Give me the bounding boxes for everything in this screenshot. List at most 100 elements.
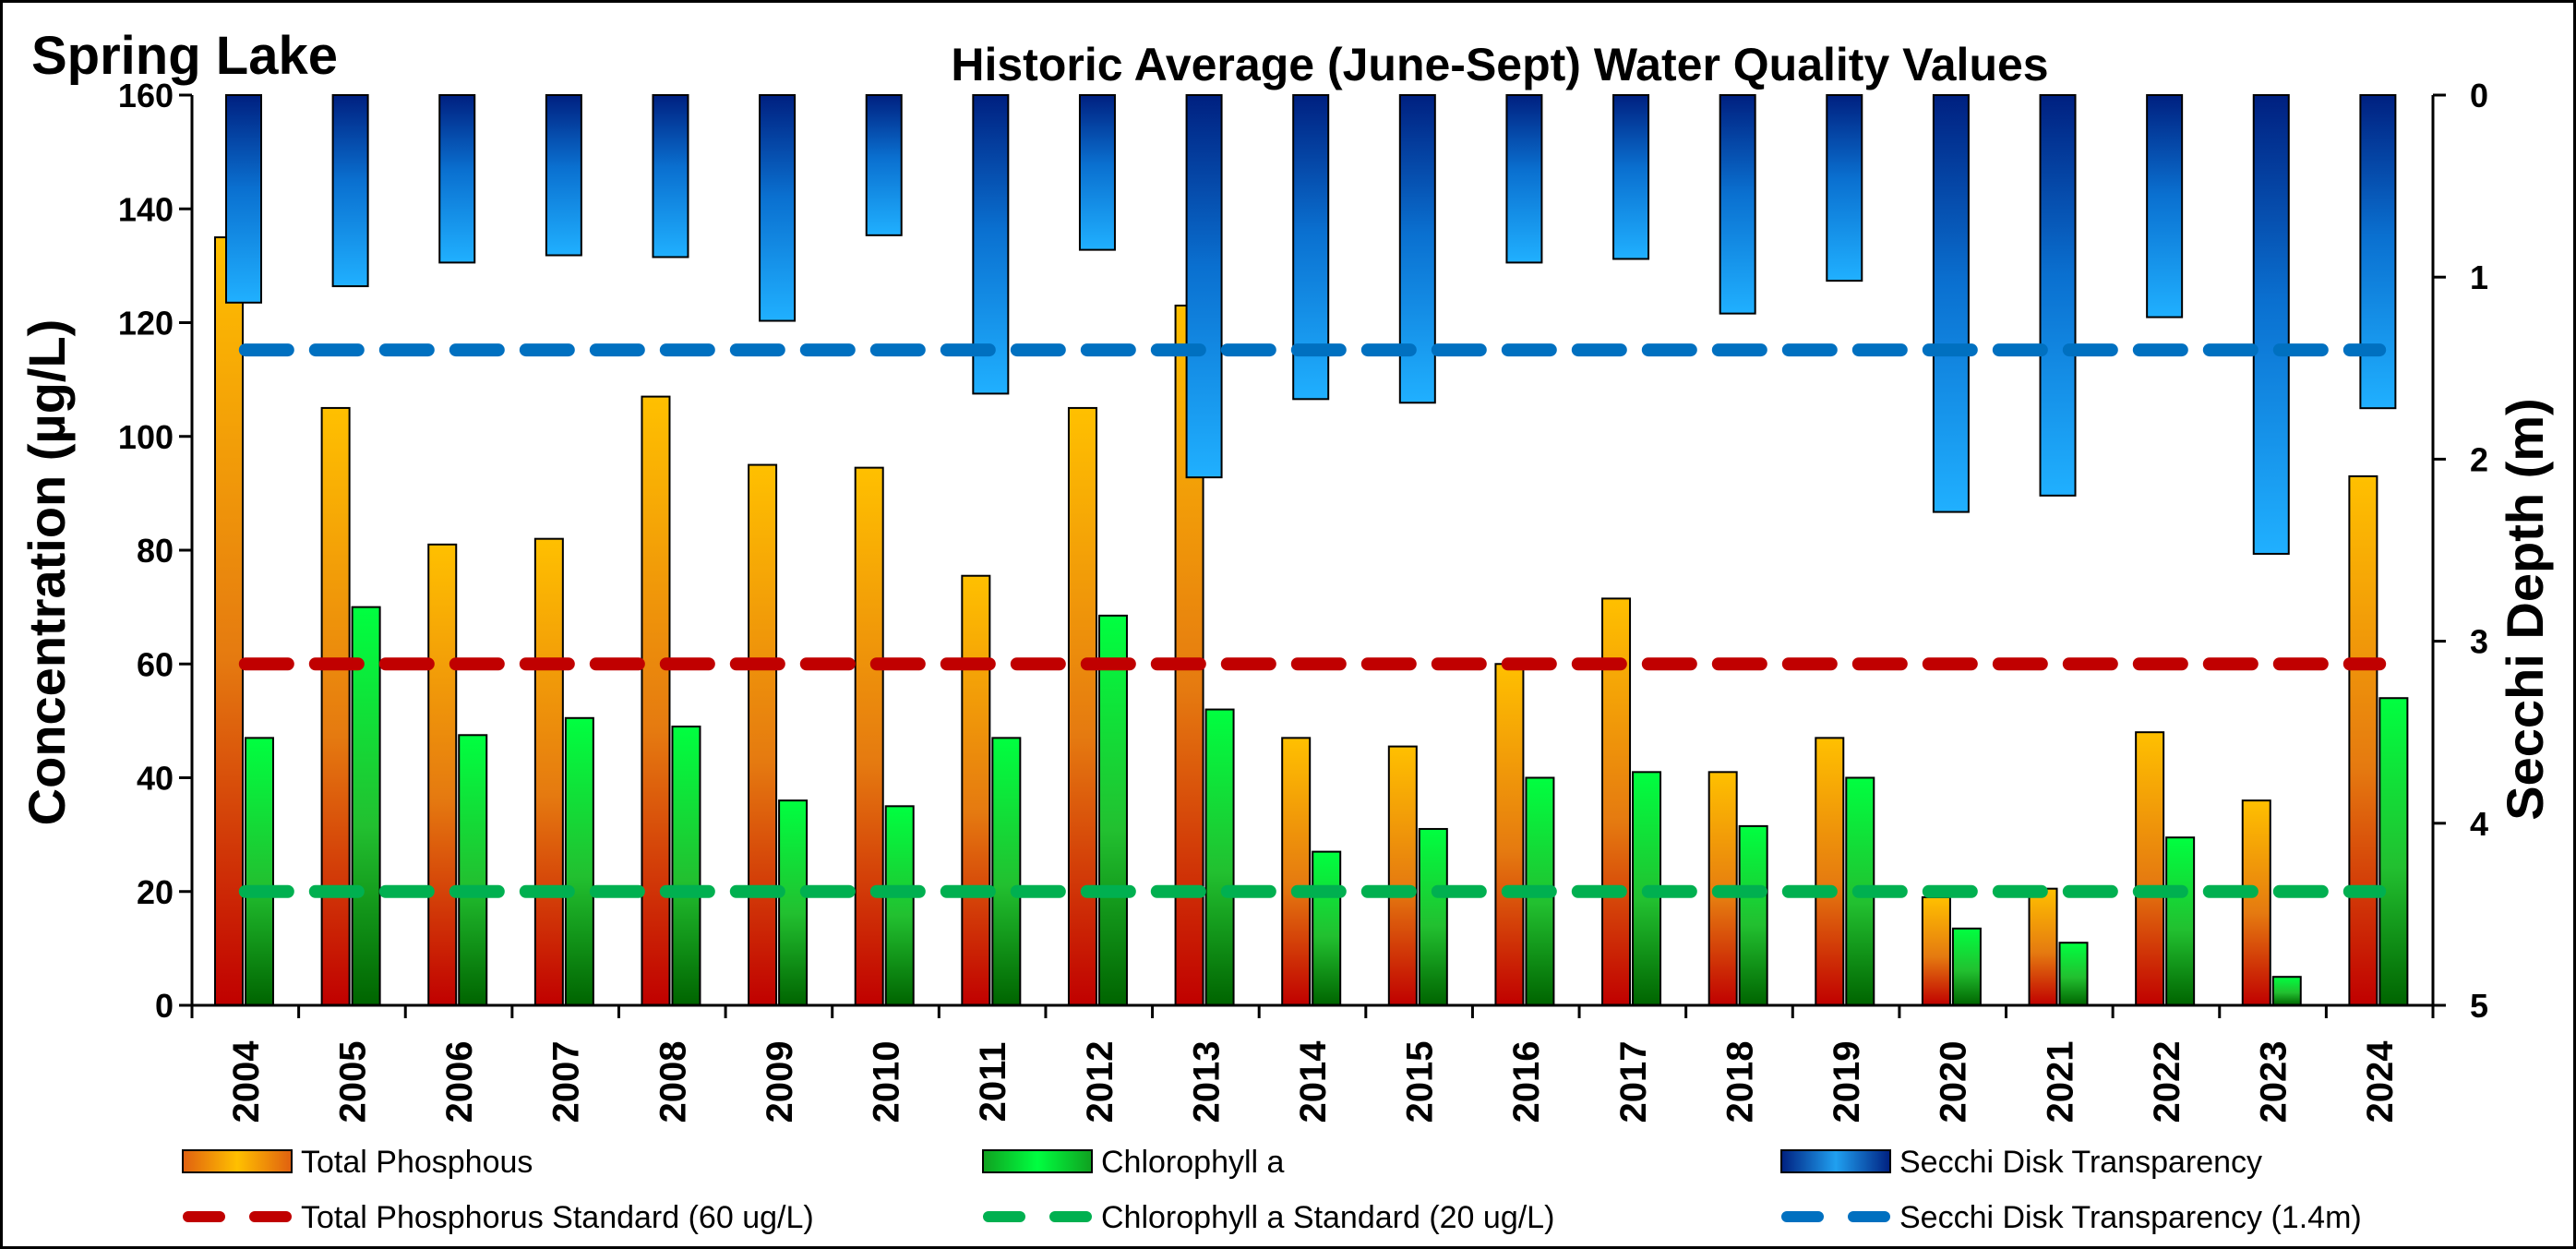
x-tick-label: 2010 (867, 1041, 907, 1123)
x-tick-label: 2022 (2147, 1041, 2187, 1123)
legend-label: Secchi Disk Transparency (1.4m) (1899, 1200, 2362, 1235)
bar-secchi-depth (1719, 94, 1756, 315)
x-tick-label: 2004 (226, 1040, 267, 1123)
y2-tick-label: 1 (2470, 258, 2488, 296)
bar-chlorophyll-a (1097, 614, 1128, 1007)
bar-chlorophyll-a (245, 737, 274, 1006)
y-tick-label: 160 (118, 77, 174, 114)
bar-secchi-depth (759, 94, 797, 322)
legend-label: Total Phosphorus Standard (60 ug/L) (301, 1200, 814, 1235)
bar-total-phosphorus (2028, 887, 2058, 1007)
bar-chlorophyll-a (1204, 708, 1235, 1006)
bar-secchi-depth (225, 94, 262, 304)
bar-secchi-depth (438, 94, 476, 264)
bar-total-phosphorus (1921, 895, 1951, 1006)
x-tick-label: 2008 (653, 1041, 693, 1123)
bar-total-phosphorus (2348, 474, 2378, 1006)
bar-total-phosphorus (533, 537, 564, 1006)
y-tick-label: 40 (137, 760, 174, 798)
x-tick-label: 2015 (1400, 1041, 1441, 1123)
y-tick-label: 60 (137, 645, 174, 683)
lake-name: Spring Lake (31, 26, 338, 86)
bar-secchi-depth (2252, 94, 2290, 555)
bar-chlorophyll-a (2378, 697, 2409, 1006)
bar-secchi-depth (865, 94, 903, 236)
y2-axis-label: Secchi Depth (m) (2496, 398, 2554, 820)
x-tick-label: 2017 (1613, 1041, 1654, 1123)
x-tick-label: 2023 (2254, 1041, 2294, 1123)
bar-chlorophyll-a (778, 799, 809, 1007)
chart-title: Historic Average (June-Sept) Water Quali… (951, 39, 2048, 90)
bar-secchi-depth (2146, 94, 2184, 318)
bar-total-phosphorus (748, 463, 778, 1006)
x-tick-label: 2006 (439, 1041, 480, 1123)
x-tick-label: 2013 (1186, 1041, 1227, 1123)
x-tick-label: 2018 (1719, 1041, 1760, 1123)
y-tick-label: 140 (118, 190, 174, 228)
x-tick-label: 2007 (546, 1041, 587, 1123)
legend-label: Chlorophyll a Standard (20 ug/L) (1101, 1200, 1554, 1235)
legend-swatch-secchi (1780, 1149, 1891, 1173)
y-tick-label: 100 (118, 418, 174, 456)
bar-total-phosphorus (2241, 799, 2271, 1007)
bar-total-phosphorus (1387, 745, 1418, 1006)
legend-label: Chlorophyll a (1101, 1145, 1285, 1180)
bar-chlorophyll-a (2271, 976, 2302, 1006)
y-tick-label: 20 (137, 873, 174, 911)
bar-total-phosphorus (1494, 663, 1525, 1006)
bar-total-phosphorus (1281, 737, 1312, 1006)
x-tick-label: 2020 (1934, 1041, 1974, 1123)
bar-marks (214, 94, 2409, 1007)
bar-chlorophyll-a (1951, 927, 1982, 1007)
y2-tick-label: 5 (2470, 987, 2488, 1025)
bar-chlorophyll-a (671, 726, 701, 1006)
bar-secchi-depth (1505, 94, 1543, 264)
bar-secchi-depth (331, 94, 369, 288)
x-tick-label: 2024 (2360, 1040, 2401, 1123)
y2-tick-label: 4 (2470, 805, 2488, 843)
bar-secchi-depth (2359, 94, 2397, 410)
legend-swatch-total-phosphorus (182, 1149, 293, 1173)
bar-total-phosphorus (961, 574, 991, 1006)
legend: Total Phosphous Chlorophyll a Secchi Disk … (182, 1145, 2362, 1235)
x-tick-label: 2019 (1827, 1041, 1867, 1123)
bar-total-phosphorus (854, 466, 884, 1006)
reference-lines (238, 343, 2387, 898)
bar-chlorophyll-a (1738, 824, 1768, 1006)
bar-secchi-depth (1932, 94, 1970, 513)
x-tick-label: 2005 (332, 1041, 373, 1123)
y2-tick-label: 2 (2470, 440, 2488, 478)
legend-label: Total Phosphous (301, 1145, 533, 1180)
x-tick-label: 2012 (1080, 1041, 1120, 1123)
bar-chlorophyll-a (1312, 850, 1342, 1006)
bar-chlorophyll-a (884, 805, 915, 1006)
y-tick-label: 120 (118, 305, 174, 342)
bar-secchi-depth (545, 94, 582, 257)
bar-chlorophyll-a (2058, 942, 2089, 1007)
bar-chlorophyll-a (991, 737, 1022, 1006)
bar-secchi-depth (652, 94, 689, 258)
x-tick-label: 2011 (973, 1042, 1013, 1123)
bar-secchi-depth (1078, 94, 1116, 251)
bar-total-phosphorus (214, 236, 244, 1006)
bar-secchi-depth (1185, 94, 1223, 479)
x-tick-label: 2014 (1293, 1040, 1334, 1123)
legend-label: Secchi Disk Transparency (1899, 1145, 2262, 1180)
bar-total-phosphorus (2135, 731, 2165, 1006)
bar-chlorophyll-a (1418, 827, 1448, 1007)
bar-chlorophyll-a (564, 716, 594, 1006)
axes: 0 20 40 60 80 100 120 140 160 0 1 2 3 4 5 2004 2005 2006 2… (118, 77, 2488, 1123)
legend-swatch-chlorophyll-a (982, 1149, 1093, 1173)
x-tick-label: 2009 (760, 1041, 800, 1123)
x-tick-label: 2021 (2040, 1041, 2080, 1123)
bar-total-phosphorus (427, 543, 458, 1007)
y-tick-label: 80 (137, 532, 174, 570)
x-tick-label: 2016 (1506, 1041, 1547, 1123)
bar-total-phosphorus (641, 395, 671, 1006)
y-tick-label: 0 (155, 987, 174, 1025)
bar-chlorophyll-a (458, 734, 488, 1006)
bar-total-phosphorus (320, 406, 351, 1006)
bar-secchi-depth (1398, 94, 1436, 404)
